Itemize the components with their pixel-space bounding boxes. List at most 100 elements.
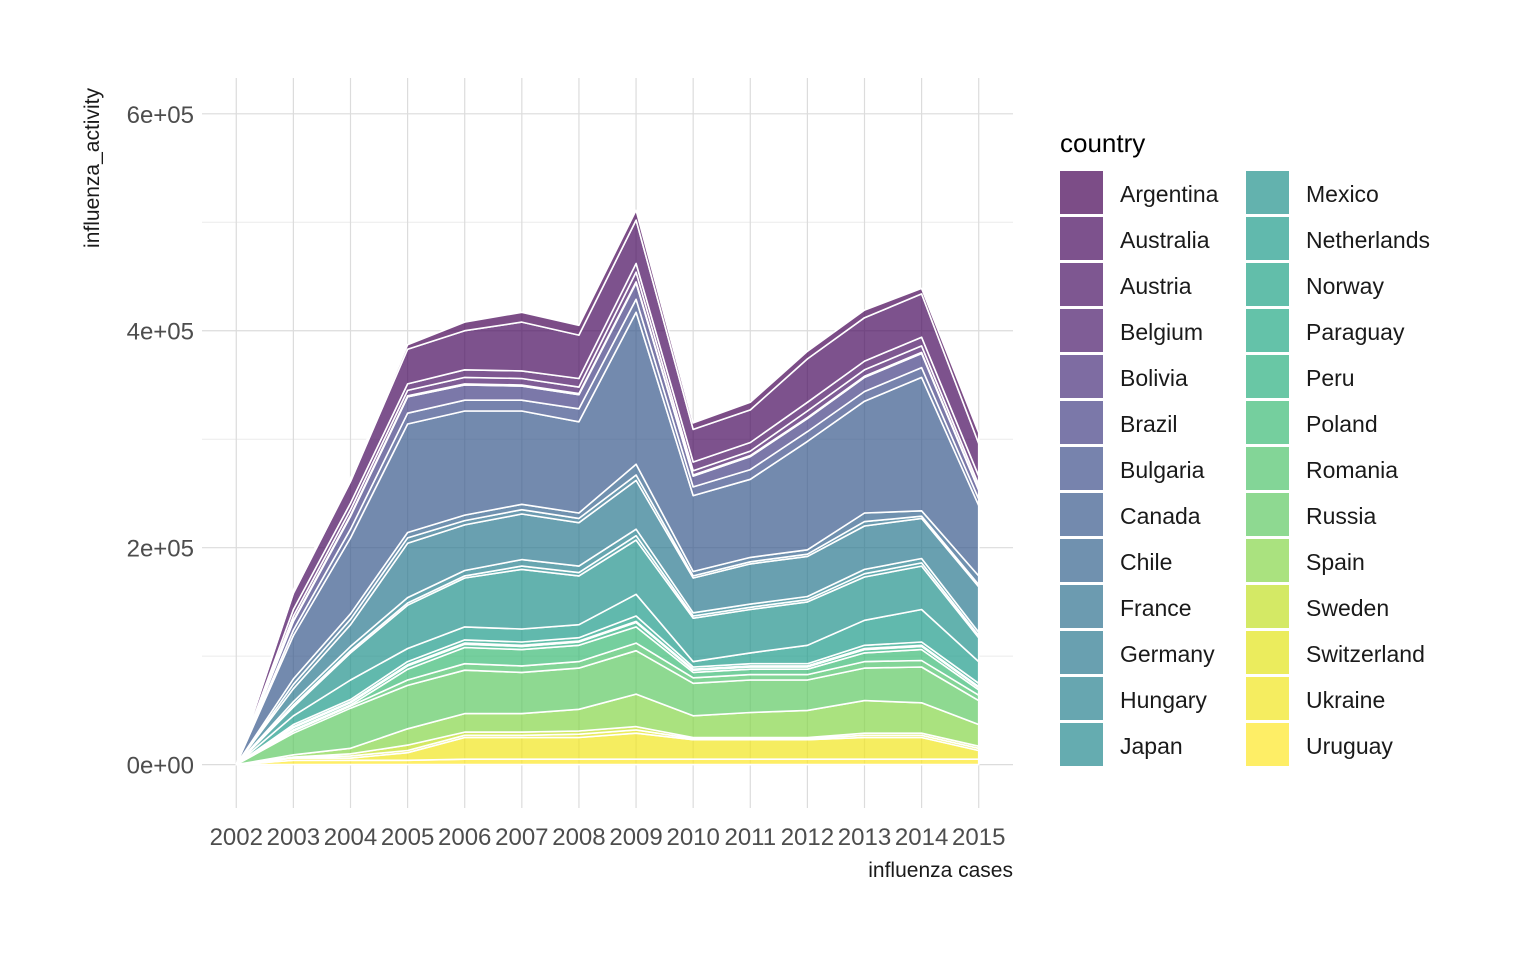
legend-label: Spain	[1306, 549, 1365, 575]
legend-swatch	[1060, 677, 1103, 720]
x-tick-label: 2005	[381, 824, 434, 851]
legend-label: Peru	[1306, 365, 1355, 391]
legend-item-norway: Norway	[1246, 263, 1384, 306]
legend-label: Romania	[1306, 457, 1398, 483]
legend-swatch	[1060, 309, 1103, 352]
x-tick-label: 2012	[781, 824, 834, 851]
legend-label: Mexico	[1306, 181, 1379, 207]
legend-item-canada: Canada	[1060, 493, 1201, 536]
legend-swatch	[1060, 263, 1103, 306]
legend-label: Canada	[1120, 503, 1201, 529]
x-tick-label: 2015	[952, 824, 1005, 851]
x-tick-label: 2011	[724, 824, 776, 851]
legend-item-uruguay: Uruguay	[1246, 723, 1393, 766]
legend-label: Netherlands	[1306, 227, 1430, 253]
legend-swatch	[1060, 447, 1103, 490]
legend-swatch	[1060, 493, 1103, 536]
legend-label: Hungary	[1120, 687, 1207, 713]
legend-item-romania: Romania	[1246, 447, 1398, 490]
x-tick-label: 2004	[324, 824, 377, 851]
legend-label: Japan	[1120, 733, 1183, 759]
x-tick-label: 2009	[609, 824, 662, 851]
legend-label: Switzerland	[1306, 641, 1425, 667]
legend-item-netherlands: Netherlands	[1246, 217, 1430, 260]
x-axis-title: influenza cases	[868, 859, 1013, 882]
y-tick-label: 6e+05	[127, 102, 194, 129]
legend-swatch	[1246, 585, 1289, 628]
legend-label: Poland	[1306, 411, 1378, 437]
legend-swatch	[1060, 539, 1103, 582]
legend-item-austria: Austria	[1060, 263, 1192, 306]
legend-label: Austria	[1120, 273, 1192, 299]
y-axis-title: influenza_activity	[81, 88, 104, 248]
legend-item-germany: Germany	[1060, 631, 1215, 674]
legend-swatch	[1246, 723, 1289, 766]
legend-item-japan: Japan	[1060, 723, 1183, 766]
legend-item-switzerland: Switzerland	[1246, 631, 1425, 674]
area-layer	[235, 209, 980, 766]
legend-label: Sweden	[1306, 595, 1389, 621]
legend-swatch	[1246, 401, 1289, 444]
legend-swatch	[1246, 263, 1289, 306]
legend-item-mexico: Mexico	[1246, 171, 1379, 214]
legend: country Argentina Australia Austria Belgium…	[1060, 128, 1430, 766]
legend-swatch	[1060, 217, 1103, 260]
legend-label: Bolivia	[1120, 365, 1188, 391]
y-tick-labels: 0e+00 2e+05 4e+05 6e+05	[127, 102, 194, 780]
legend-swatch	[1060, 401, 1103, 444]
legend-item-chile: Chile	[1060, 539, 1172, 582]
legend-swatch	[1246, 539, 1289, 582]
legend-label: Uruguay	[1306, 733, 1393, 759]
legend-swatch	[1246, 677, 1289, 720]
legend-item-bolivia: Bolivia	[1060, 355, 1188, 398]
legend-swatch	[1246, 447, 1289, 490]
legend-item-france: France	[1060, 585, 1192, 628]
legend-item-bulgaria: Bulgaria	[1060, 447, 1205, 490]
legend-label: Australia	[1120, 227, 1210, 253]
legend-label: Ukraine	[1306, 687, 1385, 713]
legend-swatch	[1246, 355, 1289, 398]
y-tick-label: 4e+05	[127, 319, 194, 346]
x-tick-label: 2008	[552, 824, 605, 851]
legend-item-peru: Peru	[1246, 355, 1355, 398]
legend-swatch	[1246, 217, 1289, 260]
legend-swatch	[1060, 171, 1103, 214]
legend-swatch	[1060, 585, 1103, 628]
legend-label: Bulgaria	[1120, 457, 1205, 483]
x-tick-labels: 2002 2003 2004 2005 2006 2007 2008 2009 2010 2011…	[210, 824, 1006, 851]
legend-item-sweden: Sweden	[1246, 585, 1389, 628]
legend-label: Paraguay	[1306, 319, 1405, 345]
legend-item-russia: Russia	[1246, 493, 1377, 536]
x-tick-label: 2003	[267, 824, 320, 851]
legend-swatch	[1060, 355, 1103, 398]
legend-item-belgium: Belgium	[1060, 309, 1203, 352]
legend-label: Belgium	[1120, 319, 1203, 345]
legend-label: Argentina	[1120, 181, 1219, 207]
legend-swatch	[1246, 493, 1289, 536]
x-tick-label: 2007	[495, 824, 548, 851]
x-tick-label: 2014	[895, 824, 948, 851]
legend-label: Norway	[1306, 273, 1384, 299]
legend-swatch	[1246, 309, 1289, 352]
legend-item-australia: Australia	[1060, 217, 1210, 260]
legend-item-argentina: Argentina	[1060, 171, 1219, 214]
legend-swatch	[1246, 631, 1289, 674]
legend-item-brazil: Brazil	[1060, 401, 1178, 444]
legend-item-spain: Spain	[1246, 539, 1365, 582]
legend-label: Russia	[1306, 503, 1377, 529]
legend-item-hungary: Hungary	[1060, 677, 1207, 720]
x-tick-label: 2006	[438, 824, 491, 851]
legend-label: Germany	[1120, 641, 1215, 667]
legend-label: France	[1120, 595, 1192, 621]
legend-label: Chile	[1120, 549, 1172, 575]
x-tick-label: 2002	[210, 824, 263, 851]
legend-swatch	[1246, 171, 1289, 214]
legend-swatch	[1060, 631, 1103, 674]
legend-item-paraguay: Paraguay	[1246, 309, 1405, 352]
x-tick-label: 2013	[838, 824, 891, 851]
y-tick-label: 2e+05	[127, 536, 194, 563]
legend-item-poland: Poland	[1246, 401, 1378, 444]
legend-items: Argentina Australia Austria Belgium Bolivia B…	[1060, 171, 1430, 766]
legend-swatch	[1060, 723, 1103, 766]
